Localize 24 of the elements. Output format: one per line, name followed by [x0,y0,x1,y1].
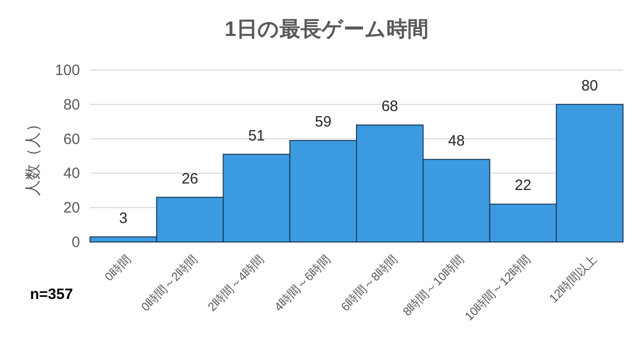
y-tick-label: 40 [63,165,80,182]
data-label: 3 [119,210,128,227]
data-label: 22 [514,177,532,194]
y-tick-label: 80 [63,96,80,114]
data-label: 80 [581,77,598,94]
data-label: 68 [381,98,398,116]
x-tick-label: 4時間～6時間 [272,252,334,314]
y-tick-label: 0 [72,234,80,251]
data-label: 26 [182,170,198,188]
x-tick-label: 2時間～4時間 [204,252,267,314]
x-tick-label: 12時間以上 [546,252,600,306]
y-tick-label: 20 [63,200,80,217]
y-tick-label: 60 [63,130,80,148]
data-label: 48 [448,132,465,150]
x-tick-label: 6時間～8時間 [338,252,400,314]
text: n=357 [30,286,73,303]
x-tick-label: 8時間～10時間 [400,252,467,319]
data-label: 51 [248,127,265,144]
x-tick-label: 0時間 [102,252,134,284]
y-tick-label: 100 [54,62,80,79]
y-axis-title: 人数（人） [25,116,42,196]
x-tick-label: 0時間～2時間 [138,252,200,314]
chart-title: 1日の最長ゲーム時間 [224,18,428,41]
data-label: 59 [314,114,332,131]
